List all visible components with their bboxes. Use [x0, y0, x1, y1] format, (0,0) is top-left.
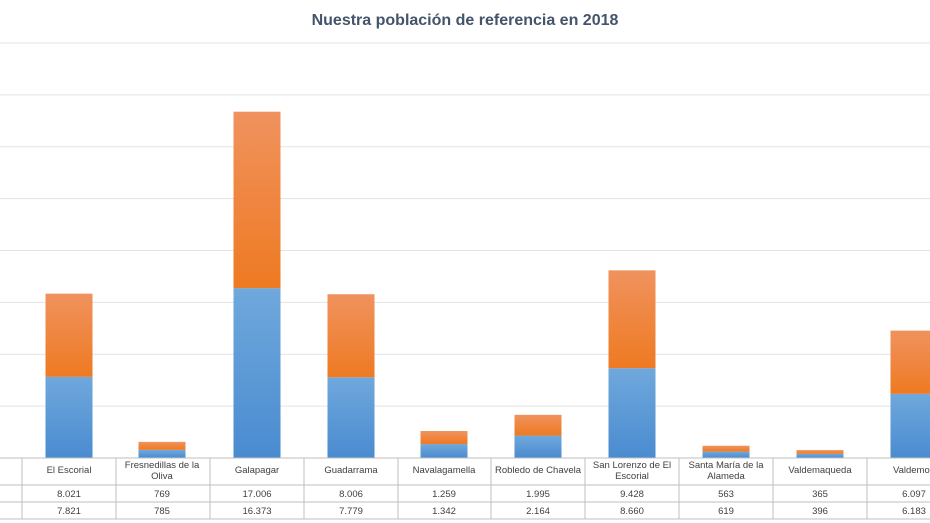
- category-label: Santa María de la Alameda: [689, 460, 765, 482]
- data-label: 6.183: [902, 506, 926, 517]
- gridlines: [0, 42, 930, 459]
- bar-segment: [45, 376, 93, 458]
- data-label: 365: [812, 489, 828, 500]
- data-label: 9.428: [620, 489, 644, 500]
- data-label: 769: [154, 489, 170, 500]
- bar-segment: [514, 414, 562, 436]
- bar-segment: [796, 453, 844, 458]
- bar-segment: [45, 293, 93, 377]
- data-label: 1.259: [432, 489, 456, 500]
- data-label: 7.821: [57, 506, 81, 517]
- bar-segment: [890, 330, 930, 394]
- bar-segment: [138, 441, 186, 450]
- data-label: 785: [154, 506, 170, 517]
- bar-segment: [702, 445, 750, 452]
- data-label: 1.342: [432, 506, 456, 517]
- category-label: Valdemaqueda: [788, 465, 852, 476]
- bars: [45, 111, 930, 458]
- bar-segment: [420, 431, 468, 445]
- bar-segment: [890, 393, 930, 458]
- data-label: 17.006: [242, 489, 271, 500]
- category-label: Valdemori: [893, 465, 930, 476]
- data-label: 563: [718, 489, 734, 500]
- bar-segment: [796, 450, 844, 454]
- category-label: Navalagamella: [413, 465, 477, 476]
- data-label: 619: [718, 506, 734, 517]
- data-label: 2.164: [526, 506, 550, 517]
- data-label: 16.373: [242, 506, 271, 517]
- bar-segment: [420, 444, 468, 458]
- category-label: Galapagar: [235, 465, 279, 476]
- data-label: 7.779: [339, 506, 363, 517]
- data-label: 8.660: [620, 506, 644, 517]
- data-label: 6.097: [902, 489, 926, 500]
- data-label: 8.006: [339, 489, 363, 500]
- chart-title: Nuestra población de referencia en 2018: [312, 12, 619, 29]
- bar-segment: [514, 435, 562, 458]
- category-label: Fresnedillas de la Oliva: [125, 460, 200, 482]
- bar-segment: [233, 111, 281, 289]
- category-label: Robledo de Chavela: [495, 465, 582, 476]
- data-label: 1.995: [526, 489, 550, 500]
- bar-segment: [138, 449, 186, 458]
- category-label: San Lorenzo de El Escorial: [593, 460, 671, 482]
- bar-segment: [608, 270, 656, 369]
- data-label: 396: [812, 506, 828, 517]
- bar-segment: [233, 288, 281, 458]
- bar-segment: [702, 451, 750, 458]
- bar-segment: [608, 368, 656, 458]
- bar-segment: [327, 377, 375, 458]
- category-label: El Escorial: [47, 465, 92, 476]
- bar-segment: [327, 294, 375, 378]
- data-label: 8.021: [57, 489, 81, 500]
- category-label: Guadarrama: [324, 465, 378, 476]
